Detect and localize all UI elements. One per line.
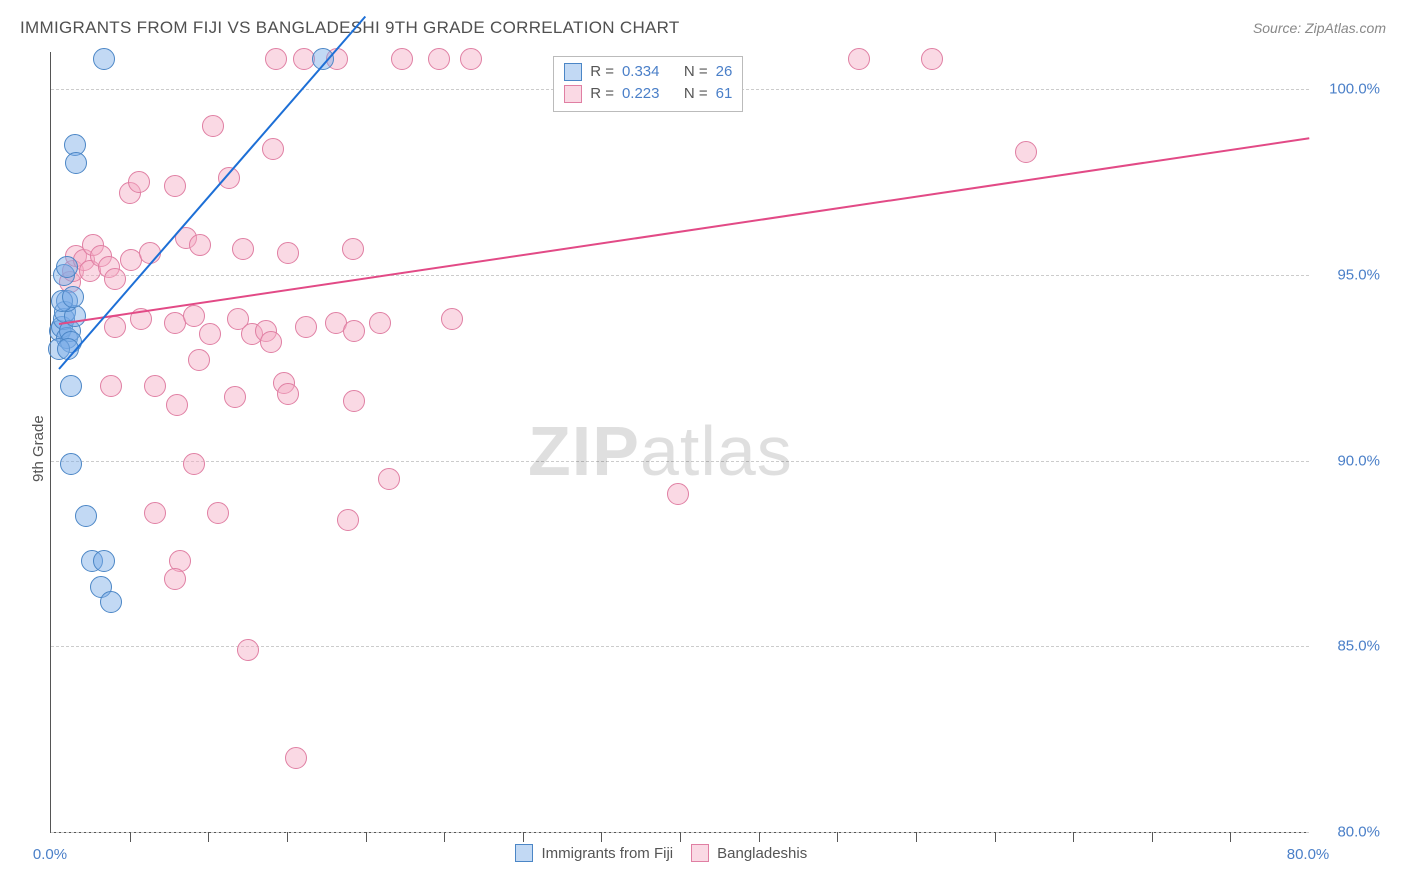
plot-area — [50, 52, 1309, 833]
x-tick — [680, 832, 681, 842]
point-bangladeshis — [295, 316, 317, 338]
legend-swatch — [515, 844, 533, 862]
x-tick-label: 80.0% — [1287, 846, 1330, 863]
point-bangladeshis — [428, 48, 450, 70]
point-bangladeshis — [188, 349, 210, 371]
point-bangladeshis — [277, 242, 299, 264]
r-value: 0.223 — [622, 83, 660, 105]
x-tick — [523, 832, 524, 842]
point-bangladeshis — [460, 48, 482, 70]
x-tick — [130, 832, 131, 842]
grid-line — [51, 275, 1309, 276]
point-bangladeshis — [166, 394, 188, 416]
point-bangladeshis — [260, 331, 282, 353]
point-fiji — [100, 591, 122, 613]
y-tick-label: 85.0% — [1320, 638, 1380, 655]
point-bangladeshis — [391, 48, 413, 70]
x-tick-label: 0.0% — [33, 846, 67, 863]
legend-item: Bangladeshis — [691, 844, 807, 862]
point-bangladeshis — [164, 568, 186, 590]
point-bangladeshis — [183, 453, 205, 475]
grid-line — [51, 461, 1309, 462]
x-tick — [444, 832, 445, 842]
point-bangladeshis — [848, 48, 870, 70]
correlation-info-box: R =0.334 N = 26R =0.223 N = 61 — [553, 56, 743, 112]
point-bangladeshis — [667, 483, 689, 505]
x-tick — [366, 832, 367, 842]
point-fiji — [65, 152, 87, 174]
point-bangladeshis — [237, 639, 259, 661]
legend-swatch — [564, 85, 582, 103]
info-row: R =0.334 N = 26 — [564, 61, 732, 83]
point-bangladeshis — [128, 171, 150, 193]
point-fiji — [56, 256, 78, 278]
y-axis-title: 9th Grade — [30, 415, 47, 482]
regression-bangladeshis — [59, 137, 1309, 325]
point-bangladeshis — [277, 383, 299, 405]
point-bangladeshis — [1015, 141, 1037, 163]
legend-item: Immigrants from Fiji — [515, 844, 673, 862]
n-value: 26 — [716, 61, 733, 83]
legend-label: Bangladeshis — [717, 845, 807, 862]
point-bangladeshis — [441, 308, 463, 330]
x-tick — [1073, 832, 1074, 842]
point-bangladeshis — [262, 138, 284, 160]
x-tick — [287, 832, 288, 842]
point-fiji — [60, 375, 82, 397]
point-bangladeshis — [369, 312, 391, 334]
point-bangladeshis — [378, 468, 400, 490]
point-fiji — [62, 286, 84, 308]
point-fiji — [93, 48, 115, 70]
point-bangladeshis — [207, 502, 229, 524]
y-tick-label: 90.0% — [1320, 452, 1380, 469]
point-bangladeshis — [265, 48, 287, 70]
y-tick-label: 100.0% — [1320, 81, 1380, 98]
point-bangladeshis — [199, 323, 221, 345]
point-fiji — [312, 48, 334, 70]
point-bangladeshis — [343, 320, 365, 342]
legend-swatch — [564, 63, 582, 81]
point-bangladeshis — [189, 234, 211, 256]
x-tick — [995, 832, 996, 842]
x-tick — [916, 832, 917, 842]
point-bangladeshis — [144, 375, 166, 397]
point-bangladeshis — [224, 386, 246, 408]
point-bangladeshis — [337, 509, 359, 531]
point-bangladeshis — [104, 268, 126, 290]
y-tick-label: 95.0% — [1320, 266, 1380, 283]
point-bangladeshis — [285, 747, 307, 769]
x-tick — [601, 832, 602, 842]
point-bangladeshis — [183, 305, 205, 327]
point-bangladeshis — [164, 175, 186, 197]
legend-label: Immigrants from Fiji — [541, 845, 673, 862]
bottom-legend: Immigrants from Fiji Bangladeshis — [515, 844, 807, 862]
point-bangladeshis — [921, 48, 943, 70]
point-bangladeshis — [343, 390, 365, 412]
point-bangladeshis — [342, 238, 364, 260]
point-bangladeshis — [144, 502, 166, 524]
point-bangladeshis — [202, 115, 224, 137]
x-tick — [1230, 832, 1231, 842]
info-row: R =0.223 N = 61 — [564, 83, 732, 105]
point-fiji — [60, 453, 82, 475]
point-bangladeshis — [104, 316, 126, 338]
point-bangladeshis — [232, 238, 254, 260]
x-tick — [208, 832, 209, 842]
y-tick-label: 80.0% — [1320, 824, 1380, 841]
point-bangladeshis — [100, 375, 122, 397]
n-value: 61 — [716, 83, 733, 105]
source-label: Source: ZipAtlas.com — [1253, 20, 1386, 36]
r-value: 0.334 — [622, 61, 660, 83]
x-tick — [837, 832, 838, 842]
point-fiji — [93, 550, 115, 572]
legend-swatch — [691, 844, 709, 862]
point-fiji — [75, 505, 97, 527]
x-tick — [1152, 832, 1153, 842]
x-tick — [759, 832, 760, 842]
